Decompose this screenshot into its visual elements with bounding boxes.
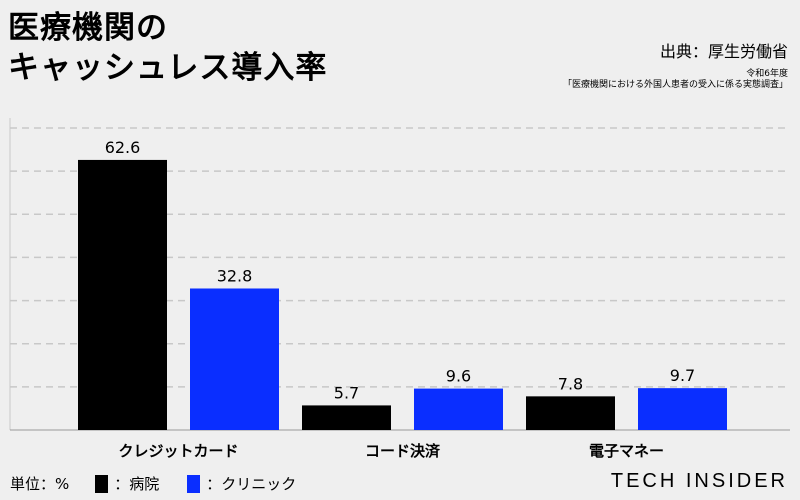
legend-label-clinic: ：クリニック [206,475,297,493]
data-label: 5.7 [334,383,359,402]
bar-hospital [78,159,167,430]
bar-clinic [414,388,503,430]
data-label: 62.6 [105,138,141,157]
unit-label: 単位：% [10,475,70,493]
legend: 単位：% ：病院 ：クリニック [10,473,296,494]
source-label: 出典：厚生労働省 [659,42,788,61]
bar-clinic [190,288,279,430]
category-label: コード決済 [365,442,441,460]
data-label: 9.6 [446,367,471,386]
legend-swatch-hospital [95,474,109,493]
source-survey: 「医療機関における外国人患者の受入に係る実態調査」 [562,80,788,90]
chart-title: 医療機関の キャッシュレス導入率 [8,8,327,88]
source-year: 令和6年度 [746,69,788,79]
data-label: 9.7 [670,366,695,385]
legend-label-hospital: ：病院 [114,475,160,493]
category-label: クレジットカード [118,442,238,460]
title-line-2: キャッシュレス導入率 [8,50,328,86]
title-line-1: 医療機関の [8,10,168,46]
data-label: 7.8 [558,374,583,393]
logo: TECH INSIDER [610,470,788,492]
legend-swatch-clinic [187,474,201,493]
bar-hospital [302,405,391,430]
category-label: 電子マネー [589,442,664,460]
data-label: 32.8 [217,266,253,285]
bar-clinic [638,388,727,430]
bar-hospital [526,396,615,430]
